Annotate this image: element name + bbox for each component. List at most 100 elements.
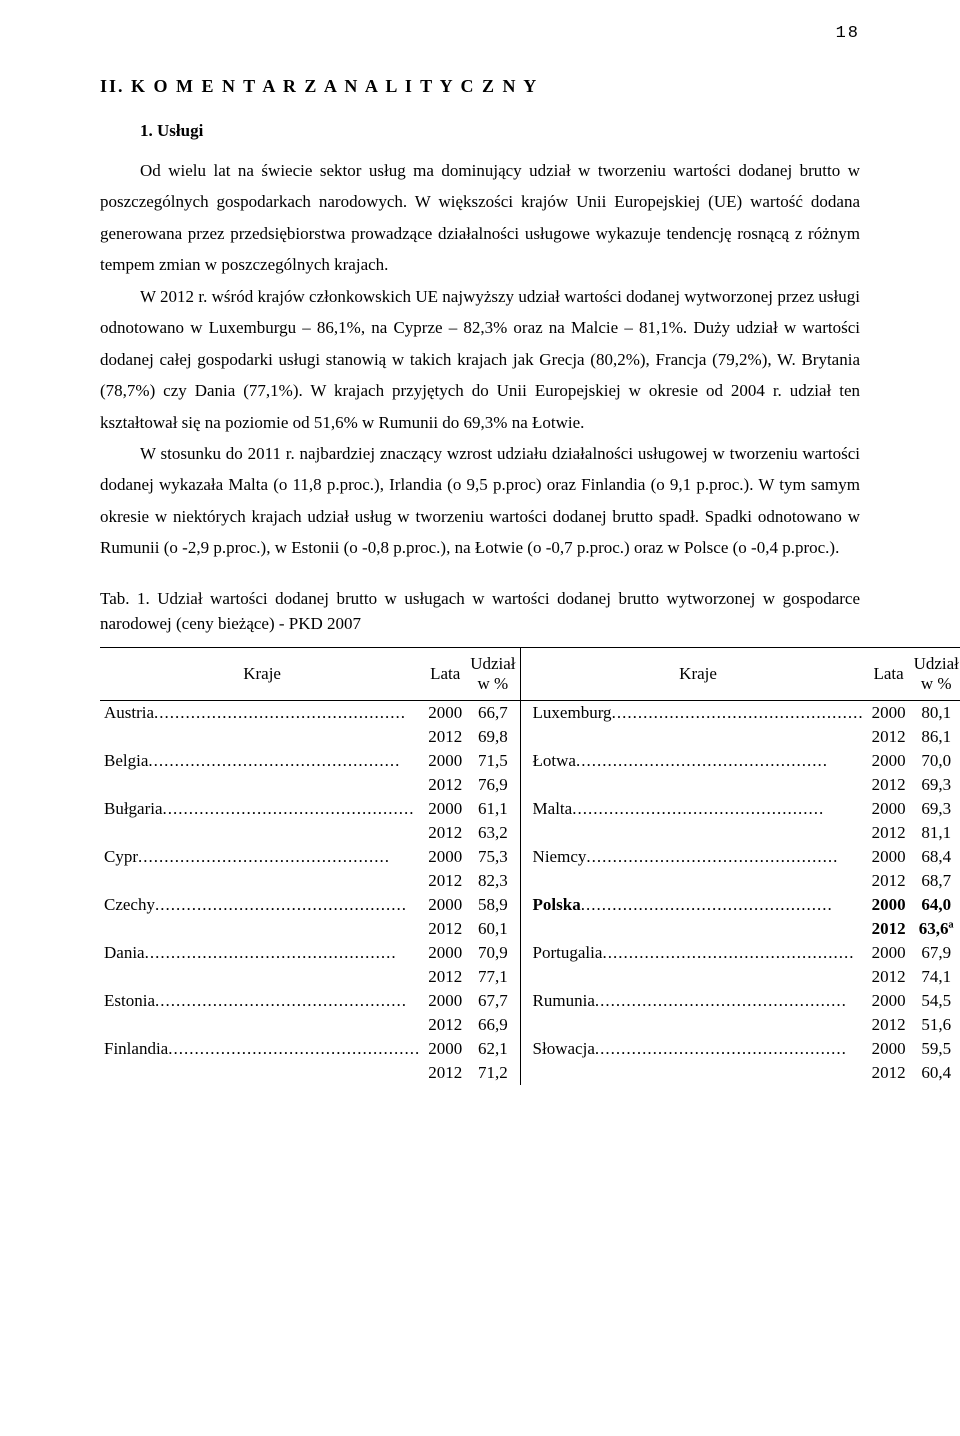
col-udzial-2-line2: w % [921, 674, 952, 693]
empty-cell [520, 1013, 868, 1037]
country-cell: Luxemburg...............................… [520, 700, 868, 725]
empty-cell [520, 725, 868, 749]
year-cell: 2012 [424, 773, 466, 797]
year-cell: 2000 [424, 989, 466, 1013]
table-row: Austria.................................… [100, 700, 960, 725]
year-cell: 2000 [424, 700, 466, 725]
country-cell: Rumunia.................................… [520, 989, 868, 1013]
value-cell: 75,3 [466, 845, 520, 869]
year-cell: 2012 [868, 1061, 910, 1085]
value-cell: 68,7 [910, 869, 960, 893]
country-cell: Portugalia..............................… [520, 941, 868, 965]
country-cell: Cypr....................................… [100, 845, 424, 869]
year-cell: 2012 [868, 725, 910, 749]
value-cell: 71,2 [466, 1061, 520, 1085]
country-cell: Belgia..................................… [100, 749, 424, 773]
value-cell: 67,7 [466, 989, 520, 1013]
country-cell: Bułgaria................................… [100, 797, 424, 821]
empty-cell [520, 965, 868, 989]
year-cell: 2012 [424, 1013, 466, 1037]
value-cell: 71,5 [466, 749, 520, 773]
table-row: 201266,9201251,6 [100, 1013, 960, 1037]
table-row: 201276,9201269,3 [100, 773, 960, 797]
country-cell: Łotwa...................................… [520, 749, 868, 773]
value-cell: 60,4 [910, 1061, 960, 1085]
year-cell: 2000 [868, 893, 910, 917]
country-cell: Niemcy..................................… [520, 845, 868, 869]
table-row: 201263,2201281,1 [100, 821, 960, 845]
paragraph-1: Od wielu lat na świecie sektor usług ma … [100, 155, 860, 281]
table-row: Czechy..................................… [100, 893, 960, 917]
value-cell: 82,3 [466, 869, 520, 893]
table-row: Finlandia...............................… [100, 1037, 960, 1061]
value-cell: 62,1 [466, 1037, 520, 1061]
year-cell: 2000 [868, 749, 910, 773]
year-cell: 2012 [424, 1061, 466, 1085]
value-cell: 69,8 [466, 725, 520, 749]
year-cell: 2012 [424, 965, 466, 989]
value-cell: 70,0 [910, 749, 960, 773]
year-cell: 2012 [868, 1013, 910, 1037]
year-cell: 2000 [424, 941, 466, 965]
country-cell: Malta...................................… [520, 797, 868, 821]
empty-cell [520, 917, 868, 941]
table-row: Bułgaria................................… [100, 797, 960, 821]
empty-cell [100, 821, 424, 845]
year-cell: 2000 [424, 749, 466, 773]
table-row: Belgia..................................… [100, 749, 960, 773]
table-row: Cypr....................................… [100, 845, 960, 869]
empty-cell [100, 917, 424, 941]
table-row: Estonia.................................… [100, 989, 960, 1013]
year-cell: 2012 [868, 773, 910, 797]
table-head: Kraje Lata Udział w % Kraje Lata Udział … [100, 647, 960, 700]
empty-cell [520, 773, 868, 797]
year-cell: 2000 [868, 845, 910, 869]
value-cell: 68,4 [910, 845, 960, 869]
empty-cell [100, 869, 424, 893]
country-cell: Słowacja................................… [520, 1037, 868, 1061]
col-udzial-1-line1: Udział [470, 654, 515, 673]
year-cell: 2000 [868, 700, 910, 725]
value-cell: 63,2 [466, 821, 520, 845]
table-caption: Tab. 1. Udział wartości dodanej brutto w… [100, 586, 860, 637]
year-cell: 2012 [424, 869, 466, 893]
year-cell: 2012 [868, 869, 910, 893]
year-cell: 2000 [424, 845, 466, 869]
value-cell: 63,6ª [910, 917, 960, 941]
value-cell: 59,5 [910, 1037, 960, 1061]
year-cell: 2000 [424, 797, 466, 821]
value-cell: 67,9 [910, 941, 960, 965]
year-cell: 2000 [868, 797, 910, 821]
value-cell: 76,9 [466, 773, 520, 797]
paragraph-2: W 2012 r. wśród krajów członkowskich UE … [100, 281, 860, 438]
table-row: 201277,1201274,1 [100, 965, 960, 989]
value-cell: 51,6 [910, 1013, 960, 1037]
country-cell: Czechy..................................… [100, 893, 424, 917]
data-table: Kraje Lata Udział w % Kraje Lata Udział … [100, 647, 960, 1085]
table-row: 201260,1201263,6ª [100, 917, 960, 941]
col-kraje-2: Kraje [520, 647, 868, 700]
country-cell: Dania...................................… [100, 941, 424, 965]
year-cell: 2000 [868, 1037, 910, 1061]
country-cell: Finlandia...............................… [100, 1037, 424, 1061]
table-row: Dania...................................… [100, 941, 960, 965]
value-cell: 54,5 [910, 989, 960, 1013]
col-udzial-1: Udział w % [466, 647, 520, 700]
empty-cell [100, 773, 424, 797]
year-cell: 2012 [424, 917, 466, 941]
col-udzial-2-line1: Udział [914, 654, 959, 673]
value-cell: 61,1 [466, 797, 520, 821]
col-kraje-1: Kraje [100, 647, 424, 700]
year-cell: 2012 [868, 917, 910, 941]
year-cell: 2012 [868, 965, 910, 989]
year-cell: 2000 [868, 989, 910, 1013]
year-cell: 2012 [868, 821, 910, 845]
section-title: II. K O M E N T A R Z A N A L I T Y C Z … [100, 76, 860, 97]
empty-cell [520, 821, 868, 845]
empty-cell [520, 1061, 868, 1085]
country-cell: Polska..................................… [520, 893, 868, 917]
col-udzial-2: Udział w % [910, 647, 960, 700]
value-cell: 60,1 [466, 917, 520, 941]
value-cell: 66,9 [466, 1013, 520, 1037]
empty-cell [520, 869, 868, 893]
